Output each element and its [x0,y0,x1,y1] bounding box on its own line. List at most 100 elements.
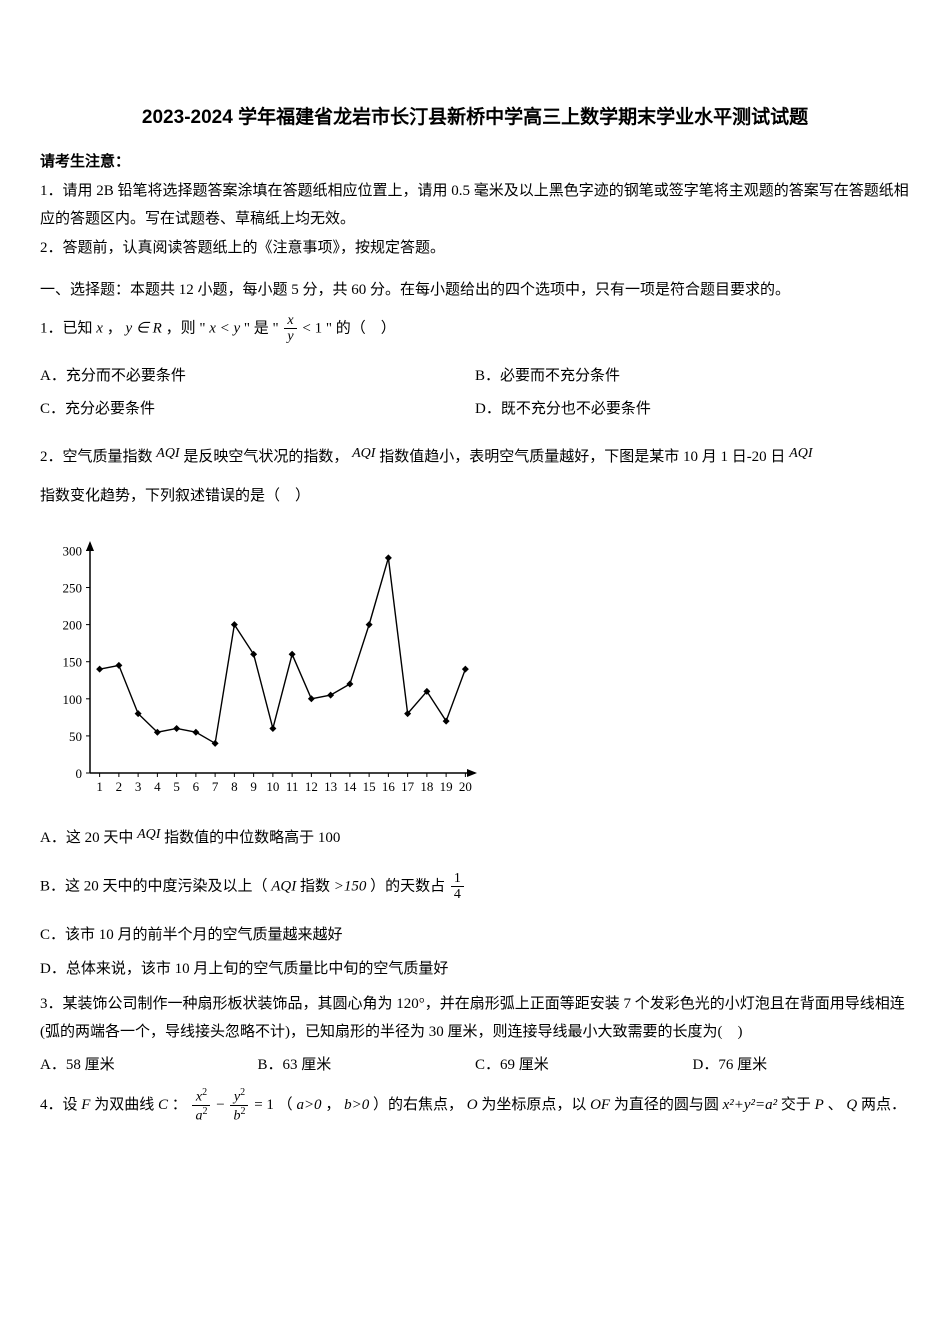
question-1: 1．已知 x ， y ∈ R ，则 " x < y " 是 " x y < 1 … [40,313,910,345]
q2-aqi-1: AQI [156,446,179,461]
svg-text:11: 11 [286,779,299,794]
svg-text:16: 16 [382,779,396,794]
q4-t8: 交于 [781,1097,815,1113]
aqi-line-chart: 0501001502002503001234567891011121314151… [40,528,490,808]
q1-prefix: 1．已知 [40,320,96,336]
q1-fraction: x y [284,313,296,345]
q1-sep1: ， [107,320,122,336]
q4-frac1-den: a2 [192,1106,210,1124]
q1-option-b: B．必要而不充分条件 [475,362,910,391]
svg-text:17: 17 [401,779,415,794]
svg-text:15: 15 [363,779,376,794]
q1-options-row1: A．充分而不必要条件 B．必要而不充分条件 [40,362,910,391]
svg-text:18: 18 [420,779,433,794]
q4-frac2-num: y2 [230,1087,248,1106]
q4-dot: 、 [828,1097,843,1113]
q4-agt: a>0 [296,1097,321,1113]
q4-C: C [158,1097,168,1113]
q4-Q: Q [846,1097,857,1113]
q3-option-b: B．63 厘米 [258,1051,476,1080]
q4-frac1-num: x2 [192,1087,210,1106]
aqi-chart: 0501001502002503001234567891011121314151… [40,528,910,808]
svg-text:0: 0 [76,766,83,781]
q2-option-c: C．该市 10 月的前半个月的空气质量越来越好 [40,921,910,950]
q4-comma: ， [325,1097,340,1113]
q4-t1: 4．设 [40,1097,81,1113]
q1-cond1: x < y [209,320,240,336]
q2-A1: A．这 20 天中 [40,830,137,846]
q1-mid2: " 是 " [244,320,279,336]
q2-option-d: D．总体来说，该市 10 月上旬的空气质量比中旬的空气质量好 [40,955,910,984]
svg-text:50: 50 [69,729,82,744]
svg-text:150: 150 [63,655,83,670]
q4-t4: （ [278,1097,293,1113]
q2-B2: 指数 [300,878,334,894]
q1-mid1: ，则 " [166,320,206,336]
svg-text:7: 7 [212,779,219,794]
q2-A2: 指数值的中位数略高于 100 [164,830,340,846]
q2-option-a: A．这 20 天中 AQI 指数值的中位数略高于 100 [40,822,910,853]
q2-aqi-3: AQI [789,446,812,461]
svg-text:9: 9 [250,779,257,794]
q1-option-d: D．既不充分也不必要条件 [475,395,910,424]
q1-mid3: " 的（ ） [326,320,396,336]
svg-text:100: 100 [63,692,83,707]
svg-text:19: 19 [440,779,453,794]
q2-t1: 2．空气质量指数 [40,449,156,465]
q4-frac2-den: b2 [230,1106,248,1124]
q3-option-a: A．58 厘米 [40,1051,258,1080]
svg-text:10: 10 [266,779,279,794]
q2-B-fraction: 1 4 [451,871,464,903]
q2-t4: 指数变化趋势，下列叙述错误的是（ ） [40,482,910,511]
q1-option-a: A．充分而不必要条件 [40,362,475,391]
svg-text:300: 300 [63,544,83,559]
svg-text:4: 4 [154,779,161,794]
svg-text:14: 14 [343,779,357,794]
q4-O: O [467,1097,478,1113]
q1-frac-num: x [284,313,296,329]
exam-title: 2023-2024 学年福建省龙岩市长汀县新桥中学高三上数学期末学业水平测试试题 [40,100,910,136]
q1-y: y ∈ R [125,320,161,336]
q2-t2: 是反映空气状况的指数， [183,449,348,465]
q4-P: P [815,1097,824,1113]
q1-x: x [96,320,103,336]
q4-t5: ）的右焦点， [373,1097,463,1113]
q3-options: A．58 厘米 B．63 厘米 C．69 厘米 D．76 厘米 [40,1051,910,1080]
question-2: 2．空气质量指数 AQI 是反映空气状况的指数， AQI 指数值趋小，表明空气质… [40,441,910,472]
q3-option-c: C．69 厘米 [475,1051,693,1080]
svg-text:3: 3 [135,779,142,794]
q4-eq1: = 1 [254,1097,274,1113]
q1-options-row2: C．充分必要条件 D．既不充分也不必要条件 [40,395,910,424]
q4-t3: ： [172,1097,187,1113]
q4-circle: x²+y²=a² [723,1097,778,1113]
q2-B-frac-num: 1 [451,871,464,887]
q1-option-c: C．充分必要条件 [40,395,475,424]
svg-text:8: 8 [231,779,238,794]
q4-t9: 两点． [861,1097,906,1113]
svg-text:12: 12 [305,779,318,794]
svg-text:6: 6 [193,779,200,794]
q2-t3: 指数值趋小，表明空气质量越好，下图是某市 10 月 1 日-20 日 [379,449,789,465]
notice-line-2: 2．答题前，认真阅读答题纸上的《注意事项》，按规定答题。 [40,234,910,263]
q2-Bgt: >150 [334,878,367,894]
svg-text:13: 13 [324,779,337,794]
q2-option-b: B．这 20 天中的中度污染及以上（ AQI 指数 >150 ）的天数占 1 4 [40,871,910,903]
question-4: 4．设 F 为双曲线 C ： x2 a2 − y2 b2 = 1 （ a>0 ，… [40,1087,910,1124]
q4-OF: OF [590,1097,610,1113]
notice-heading: 请考生注意： [40,148,910,177]
q4-t6: 为坐标原点，以 [481,1097,590,1113]
q4-frac1: x2 a2 [192,1087,210,1124]
q2-B3: ）的天数占 [370,878,449,894]
section-intro: 一、选择题：本题共 12 小题，每小题 5 分，共 60 分。在每小题给出的四个… [40,276,910,305]
q2-B-frac-den: 4 [451,887,464,902]
q2-B1: B．这 20 天中的中度污染及以上（ [40,878,268,894]
svg-text:1: 1 [96,779,103,794]
q4-minus: − [216,1097,228,1113]
question-3: 3．某装饰公司制作一种扇形板状装饰品，其圆心角为 120°，并在扇形弧上正面等距… [40,990,910,1047]
svg-text:200: 200 [63,618,83,633]
svg-text:2: 2 [116,779,123,794]
svg-text:5: 5 [173,779,180,794]
q2-aqi-2: AQI [352,446,375,461]
notice-line-1: 1．请用 2B 铅笔将选择题答案涂填在答题纸相应位置上，请用 0.5 毫米及以上… [40,177,910,234]
q4-bgt: b>0 [344,1097,369,1113]
